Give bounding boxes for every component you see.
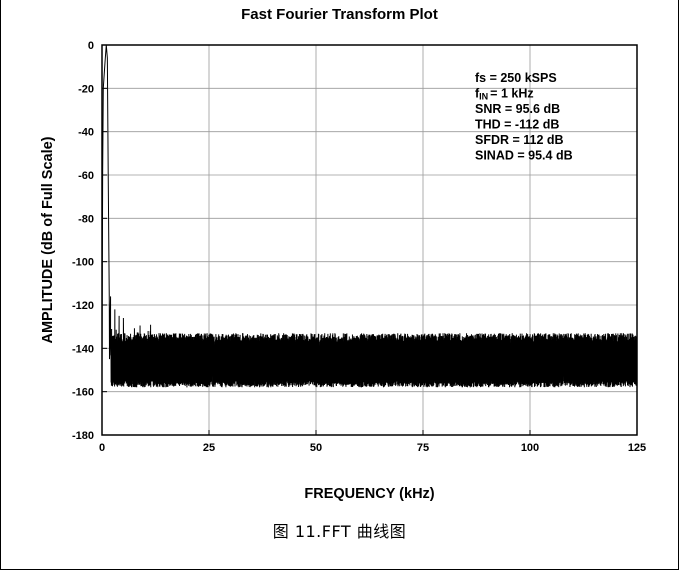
y-tick-labels: 0 -20 -40 -60 -80 -100 -120 -140 -160 -180 [72,40,94,442]
annotation-fs: fs = 250 kSPS [475,71,557,85]
y-tick-label: -160 [72,387,94,399]
annotation-sinad: SINAD = 95.4 dB [475,149,573,163]
annotation-fin: fIN = 1 kHz [475,87,534,102]
fft-chart: 0 25 50 75 100 125 0 -20 -40 -60 -80 -100 -120 -140 -… [40,40,646,502]
x-tick-label: 25 [203,442,215,454]
annotation-thd: THD = -112 dB [475,118,559,132]
y-tick-label: -180 [72,430,94,442]
chart-title: Fast Fourier Transform Plot [241,6,438,23]
y-tick-label: -60 [78,170,94,182]
y-axis-label: AMPLITUDE (dB of Full Scale) [40,136,56,343]
x-tick-label: 100 [521,442,539,454]
plot-border [101,44,638,436]
figure-caption: 图 11.FFT 曲线图 [272,522,407,541]
y-tick-label: 0 [88,40,94,52]
y-tick-label: -20 [78,83,94,95]
annotation-sfdr: SFDR = 112 dB [475,133,564,147]
x-tick-label: 125 [628,442,646,454]
x-tick-label: 50 [310,442,322,454]
fft-spectrum-line [101,44,638,388]
x-axis-label: FREQUENCY (kHz) [304,486,434,502]
tick-marks [101,44,638,436]
y-tick-label: -120 [72,300,94,312]
y-tick-label: -40 [78,127,94,139]
x-tick-label: 0 [99,442,105,454]
x-tick-label: 75 [417,442,429,454]
annotation-snr: SNR = 95.6 dB [475,102,560,116]
y-tick-label: -100 [72,257,94,269]
y-tick-label: -140 [72,343,94,355]
y-tick-label: -80 [78,213,94,225]
x-tick-labels: 0 25 50 75 100 125 [99,442,646,454]
